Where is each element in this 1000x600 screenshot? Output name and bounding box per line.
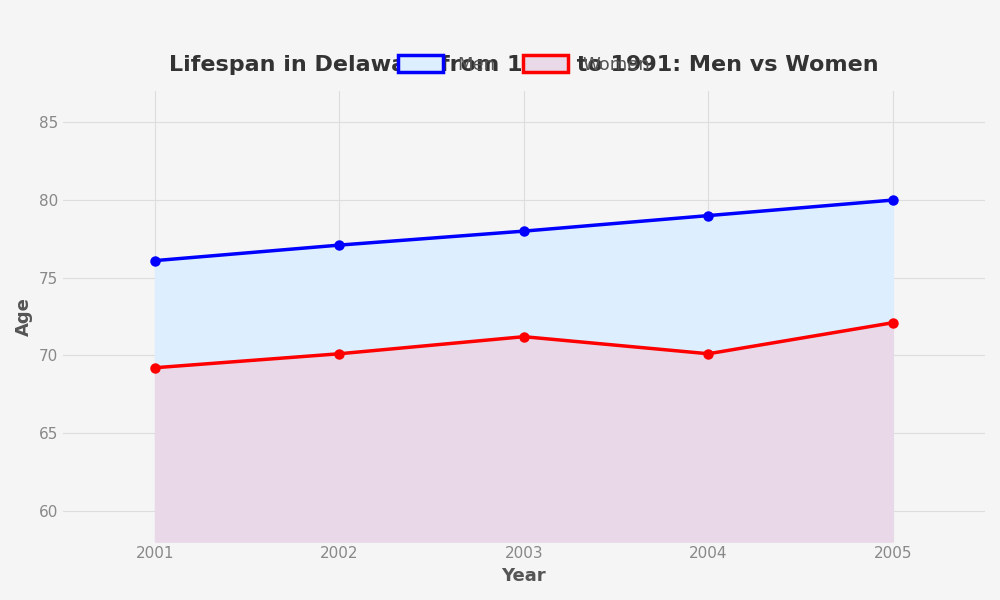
Legend: Men, Women: Men, Women [389, 46, 659, 83]
Y-axis label: Age: Age [15, 297, 33, 336]
X-axis label: Year: Year [502, 567, 546, 585]
Title: Lifespan in Delaware from 1970 to 1991: Men vs Women: Lifespan in Delaware from 1970 to 1991: … [169, 55, 879, 74]
